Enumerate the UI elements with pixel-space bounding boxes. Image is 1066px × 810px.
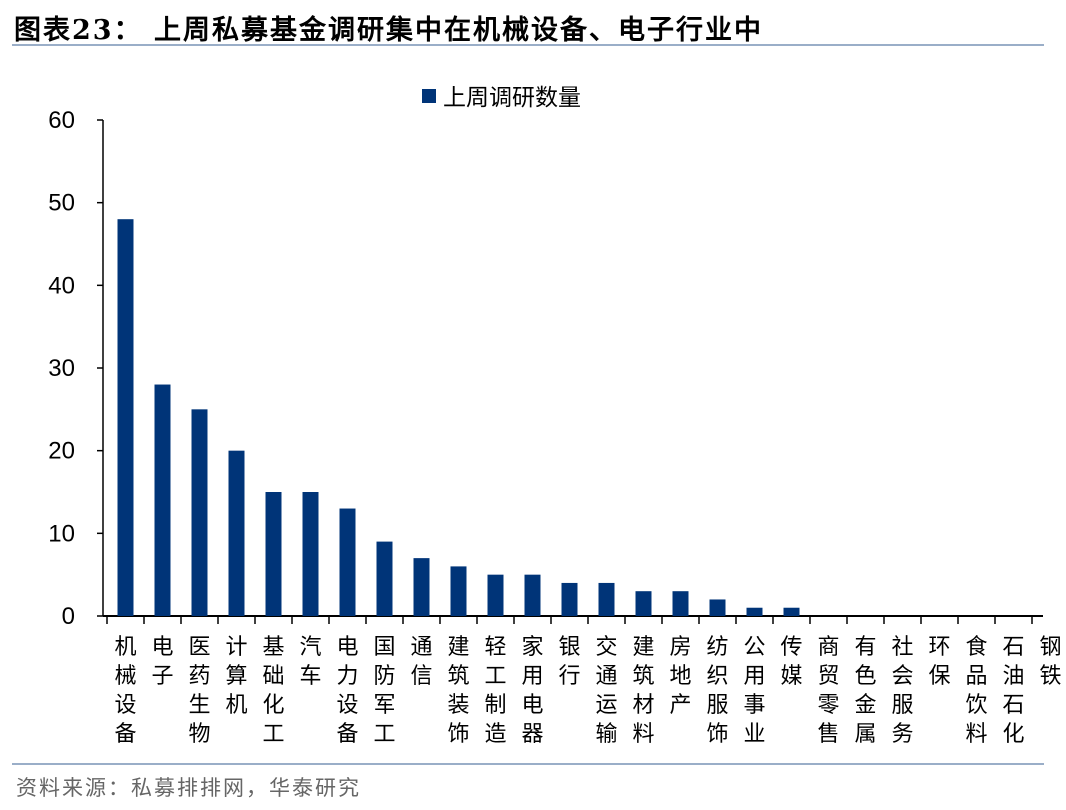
y-tick-label: 0 bbox=[62, 603, 75, 630]
x-category-label: 基础化工 bbox=[262, 635, 284, 747]
bar-建筑材料 bbox=[635, 591, 652, 616]
x-category-label: 银行 bbox=[558, 635, 580, 689]
bar-纺织服饰 bbox=[709, 599, 726, 616]
title-divider bbox=[12, 44, 1044, 46]
x-category-label: 钢铁 bbox=[1039, 635, 1061, 689]
x-category-label: 房地产 bbox=[669, 635, 691, 718]
bar-计算机 bbox=[228, 450, 245, 616]
bar-通信 bbox=[413, 558, 430, 616]
x-category-label: 通信 bbox=[410, 635, 432, 689]
legend-label: 上周调研数量 bbox=[443, 85, 581, 111]
bar-银行 bbox=[561, 582, 578, 616]
x-category-label: 汽车 bbox=[299, 635, 321, 689]
bar-家用电器 bbox=[524, 574, 541, 616]
x-category-label: 电子 bbox=[151, 635, 173, 689]
figure-title: 图表23： 上周私募基金调研集中在机械设备、电子行业中 bbox=[14, 15, 763, 46]
x-category-label: 家用电器 bbox=[521, 635, 543, 747]
legend: 上周调研数量 bbox=[422, 85, 581, 111]
bar-交通运输 bbox=[598, 582, 615, 616]
bar-电子 bbox=[154, 384, 171, 616]
source-divider bbox=[12, 763, 1044, 765]
source-note: 资料来源：私募排排网，华泰研究 bbox=[16, 776, 361, 800]
y-tick-label: 50 bbox=[48, 190, 75, 217]
y-tick-label: 60 bbox=[48, 107, 75, 134]
x-category-label: 环保 bbox=[928, 635, 950, 689]
y-tick-label: 10 bbox=[48, 520, 75, 547]
legend-swatch bbox=[422, 89, 436, 103]
x-category-label: 社会服务 bbox=[891, 635, 913, 747]
bar-chart: 上周调研数量 0 10 20 30 40 50 60 机械设备电子医药生物计算机基础化工汽车… bbox=[48, 85, 1061, 747]
x-category-label: 交通运输 bbox=[595, 635, 617, 747]
y-tick-label: 20 bbox=[48, 438, 75, 465]
x-category-label: 轻工制造 bbox=[484, 635, 506, 747]
x-category-label: 公用事业 bbox=[743, 635, 765, 747]
x-category-label: 传媒 bbox=[780, 635, 802, 689]
x-category-label: 石油石化 bbox=[1002, 635, 1024, 747]
bar-建筑装饰 bbox=[450, 566, 467, 616]
bar-轻工制造 bbox=[487, 574, 504, 616]
x-category-label: 有色金属 bbox=[854, 635, 876, 747]
bar-汽车 bbox=[302, 492, 319, 616]
x-category-label: 建筑材料 bbox=[632, 635, 654, 747]
x-category-label: 电力设备 bbox=[336, 635, 358, 747]
x-category-label: 食品饮料 bbox=[965, 635, 987, 747]
bar-电力设备 bbox=[339, 508, 356, 616]
x-category-label: 计算机 bbox=[225, 635, 247, 718]
bar-国防军工 bbox=[376, 541, 393, 616]
bar-房地产 bbox=[672, 591, 689, 616]
x-category-label: 商贸零售 bbox=[817, 635, 839, 747]
bar-公用事业 bbox=[746, 607, 763, 616]
x-category-label: 建筑装饰 bbox=[447, 635, 469, 747]
x-category-label: 国防军工 bbox=[373, 635, 395, 747]
bar-传媒 bbox=[783, 607, 800, 616]
bar-机械设备 bbox=[117, 219, 134, 616]
bar-医药生物 bbox=[191, 409, 208, 616]
bar-基础化工 bbox=[265, 492, 282, 616]
x-category-label: 医药生物 bbox=[188, 635, 210, 747]
y-tick-label: 40 bbox=[48, 272, 75, 299]
y-tick-label: 30 bbox=[48, 355, 75, 382]
x-category-label: 纺织服饰 bbox=[706, 635, 728, 747]
x-category-label: 机械设备 bbox=[114, 635, 136, 747]
